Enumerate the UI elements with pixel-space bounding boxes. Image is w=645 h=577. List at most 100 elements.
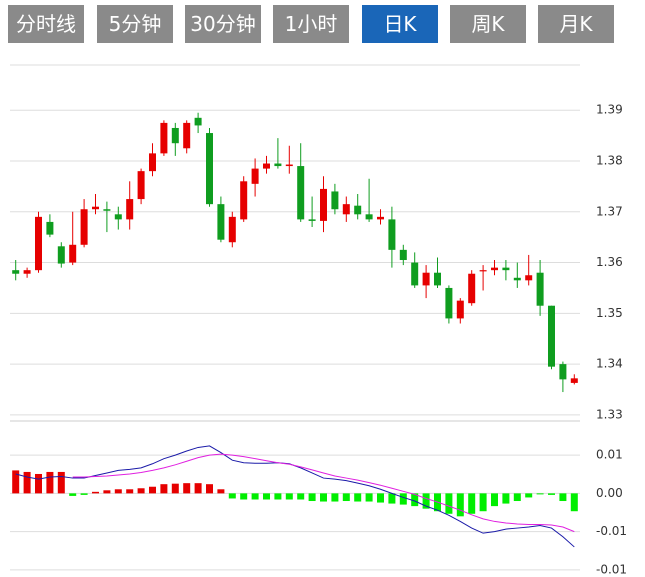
macd-bar — [171, 483, 179, 494]
y-tick-label: -0.01 — [596, 524, 627, 538]
macd-bar — [342, 493, 350, 502]
candle-body — [240, 181, 248, 220]
tab[interactable]: 分时线 — [8, 5, 84, 43]
macd-bar — [285, 493, 293, 500]
candle-body — [137, 171, 145, 200]
y-tick-label: 1.37 — [596, 204, 623, 218]
macd-bar — [263, 493, 270, 500]
macd-bar — [422, 493, 430, 509]
candle-body — [274, 163, 282, 167]
macd-line — [72, 453, 575, 533]
macd-bar — [377, 493, 384, 503]
macd-bar — [160, 484, 168, 494]
candle-body — [23, 270, 31, 274]
y-tick-label: 0.01 — [596, 448, 623, 462]
candle-body — [92, 206, 99, 210]
candle-body — [126, 199, 134, 220]
macd-bar — [46, 471, 54, 494]
tab[interactable]: 周K — [450, 5, 526, 43]
candle-body — [411, 262, 419, 286]
candle-body — [297, 166, 305, 220]
y-tick-label: 1.35 — [596, 306, 623, 320]
macd-bar — [399, 493, 407, 505]
macd-bar — [69, 493, 77, 496]
macd-bar — [217, 489, 225, 494]
candle-body — [388, 219, 396, 250]
macd-bar — [126, 489, 134, 494]
candle-body — [445, 287, 453, 319]
candle-body — [491, 267, 498, 271]
candle-body — [12, 270, 20, 274]
macd-bar — [80, 493, 88, 495]
candle-body — [559, 364, 567, 380]
macd-bar — [183, 483, 191, 494]
candle-body — [320, 188, 327, 221]
candle-body — [285, 164, 293, 167]
macd-bar — [445, 493, 453, 514]
macd-bar — [354, 493, 362, 502]
y-tick-label: 0.00 — [596, 486, 623, 500]
macd-bar — [92, 491, 99, 494]
macd-bar — [297, 493, 305, 500]
macd-bar — [228, 493, 236, 499]
candle-body — [525, 275, 533, 281]
candle-body — [399, 249, 407, 261]
candle-body — [263, 163, 270, 169]
macd-bar — [468, 493, 476, 514]
candle-body — [502, 267, 510, 271]
candle-body — [342, 204, 350, 215]
candle-body — [548, 305, 555, 367]
macd-bar — [206, 484, 213, 494]
macd-bar — [137, 488, 145, 494]
macd-bar — [536, 493, 544, 495]
candle-body — [377, 216, 384, 220]
candle-body — [434, 272, 441, 286]
candle-body — [46, 221, 54, 235]
macd-bar — [114, 489, 122, 494]
candle-body — [171, 127, 179, 144]
candle-body — [354, 205, 362, 215]
tab[interactable]: 月K — [538, 5, 614, 43]
candle-body — [183, 122, 191, 149]
candle-body — [149, 153, 156, 172]
candle-body — [536, 272, 544, 306]
macd-bar — [103, 490, 111, 494]
candle-body — [251, 168, 259, 184]
candle-body — [160, 122, 168, 154]
tab[interactable]: 日K — [362, 5, 438, 43]
candle-body — [308, 219, 316, 221]
macd-bar — [12, 470, 20, 494]
macd-bar — [456, 493, 464, 517]
macd-bar — [23, 471, 31, 494]
candle-body — [217, 204, 225, 240]
y-tick-label: -0.01 — [596, 562, 627, 576]
candle-body — [228, 216, 236, 243]
candle-body — [479, 270, 487, 272]
candle-body — [80, 209, 88, 245]
candle-body — [35, 216, 42, 271]
macd-bar — [365, 493, 373, 502]
y-tick-label: 1.39 — [596, 103, 623, 117]
macd-bar — [559, 493, 567, 502]
macd-bar — [57, 471, 65, 494]
tab[interactable]: 5分钟 — [97, 5, 173, 43]
y-tick-label: 1.36 — [596, 255, 623, 269]
candle-body — [456, 300, 464, 319]
candle-body — [103, 209, 111, 211]
macd-bar — [388, 493, 396, 504]
tab[interactable]: 1小时 — [273, 5, 349, 43]
candle-body — [365, 214, 373, 220]
macd-bar — [411, 493, 419, 507]
macd-bar — [320, 493, 327, 502]
macd-bar — [525, 493, 533, 498]
macd-bar — [194, 483, 202, 494]
candle-body — [206, 133, 213, 205]
tab[interactable]: 30分钟 — [185, 5, 261, 43]
macd-bar — [308, 493, 316, 502]
candle-body — [422, 272, 430, 286]
y-tick-label: 1.33 — [596, 407, 623, 421]
macd-bar — [35, 473, 42, 494]
macd-bar — [479, 493, 487, 512]
y-tick-label: 1.38 — [596, 153, 623, 167]
candle-body — [57, 246, 65, 264]
